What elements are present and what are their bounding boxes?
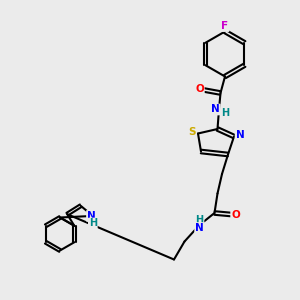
Text: N: N: [195, 223, 204, 233]
Text: F: F: [221, 21, 229, 31]
Text: H: H: [89, 218, 97, 228]
Text: N: N: [236, 130, 244, 140]
Text: O: O: [195, 83, 204, 94]
Text: N: N: [211, 104, 220, 115]
Text: O: O: [231, 209, 240, 220]
Text: S: S: [188, 127, 196, 137]
Text: H: H: [195, 214, 204, 225]
Text: N: N: [87, 211, 96, 221]
Text: H: H: [221, 107, 230, 118]
